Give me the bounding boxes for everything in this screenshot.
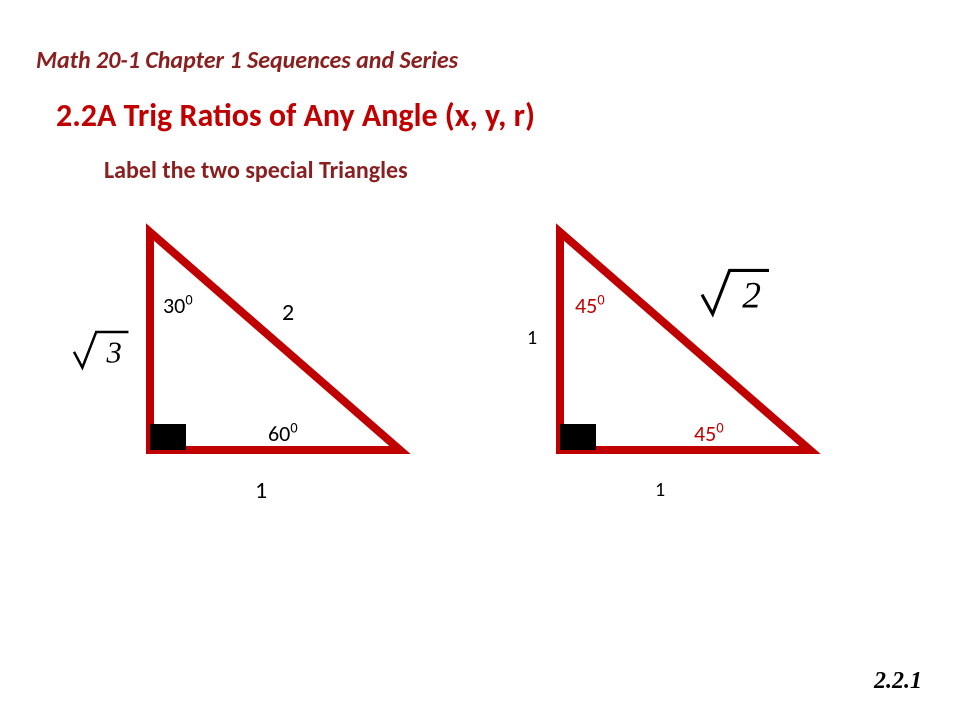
triangle2-shape xyxy=(560,232,810,450)
triangle2-right-angle-marker xyxy=(560,424,596,450)
triangle2-angle-top: 450 xyxy=(575,292,605,319)
triangle-45-45-90 xyxy=(0,0,960,720)
svg-text:2: 2 xyxy=(742,276,761,317)
page-reference: 2.2.1 xyxy=(874,668,922,695)
triangle2-angle-bottom: 450 xyxy=(694,420,724,447)
triangle2-left-side-label: 1 xyxy=(527,326,537,350)
triangle2-hypotenuse-sqrt2: 2 xyxy=(700,268,770,327)
triangle2-base-label: 1 xyxy=(655,478,665,502)
